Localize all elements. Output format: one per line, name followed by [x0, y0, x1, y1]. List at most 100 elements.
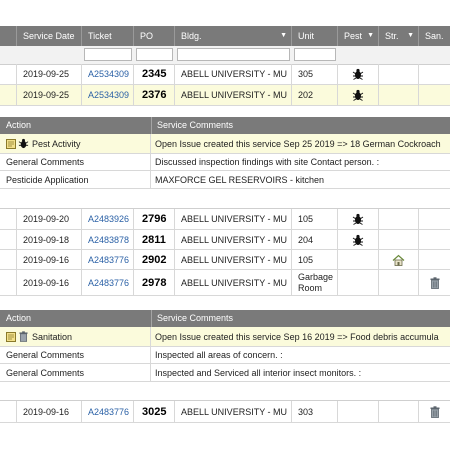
- table-row[interactable]: 2019-09-25 A2534309 2345 ABELL UNIVERSIT…: [0, 64, 450, 85]
- row-spacer: [0, 85, 17, 105]
- str-cell: [379, 85, 419, 105]
- san-cell: [419, 270, 450, 295]
- ticket-link[interactable]: A2534309: [82, 64, 134, 84]
- table-row[interactable]: 2019-09-20 A2483926 2796 ABELL UNIVERSIT…: [0, 209, 450, 230]
- row-spacer: [0, 250, 17, 269]
- table-header: Service Date Ticket PO Bldg. ▼ Unit Pest…: [0, 26, 450, 46]
- po-number: 3025: [134, 401, 175, 422]
- trash-icon: [19, 331, 28, 342]
- pest-cell: [338, 250, 379, 269]
- ticket-link[interactable]: A2483926: [82, 209, 134, 229]
- ticket-filter-input[interactable]: [84, 48, 132, 61]
- column-header-unit[interactable]: Unit: [292, 26, 338, 46]
- po-number: 2376: [134, 85, 175, 105]
- str-cell: [379, 270, 419, 295]
- action-label: Pest Activity: [32, 138, 81, 149]
- comment-cell: Open Issue created this service Sep 25 2…: [155, 138, 441, 149]
- column-header-str[interactable]: Str. ▼: [379, 26, 419, 46]
- trash-icon[interactable]: [430, 405, 440, 418]
- bug-icon[interactable]: [352, 234, 364, 246]
- detail-table-header: Action Service Comments: [0, 117, 450, 134]
- str-cell: [379, 401, 419, 422]
- po-number: 2811: [134, 230, 175, 249]
- bldg-filter-input[interactable]: [177, 48, 290, 61]
- column-header-str-label: Str.: [385, 31, 399, 41]
- unit-number: 202: [292, 85, 338, 105]
- action-label: Sanitation: [32, 331, 73, 342]
- detail-row: General Comments Inspected and Serviced …: [0, 364, 450, 382]
- pest-cell: [338, 64, 379, 84]
- row-spacer: [0, 270, 17, 295]
- service-date: 2019-09-16: [17, 250, 82, 269]
- unit-number: 105: [292, 250, 338, 269]
- note-icon[interactable]: [6, 331, 16, 342]
- filter-icon[interactable]: ▼: [367, 32, 374, 39]
- ticket-link[interactable]: A2483776: [82, 270, 134, 295]
- column-header-bldg[interactable]: Bldg. ▼: [175, 26, 292, 46]
- row-spacer: [0, 64, 17, 84]
- unit-number: 305: [292, 64, 338, 84]
- table-row[interactable]: 2019-09-16 A2483776 2978 ABELL UNIVERSIT…: [0, 270, 450, 296]
- column-header-pest[interactable]: Pest ▼: [338, 26, 379, 46]
- divider: [0, 208, 450, 209]
- column-header-po[interactable]: PO: [134, 26, 175, 46]
- unit-number: 303: [292, 401, 338, 422]
- row-spacer: [0, 209, 17, 229]
- detail-row: General Comments Discussed inspection fi…: [0, 154, 450, 171]
- table-row[interactable]: 2019-09-18 A2483878 2811 ABELL UNIVERSIT…: [0, 230, 450, 250]
- action-cell: Sanitation: [0, 327, 151, 346]
- action-cell: General Comments: [0, 347, 151, 363]
- table-row[interactable]: 2019-09-16 A2483776 2902 ABELL UNIVERSIT…: [0, 250, 450, 270]
- pest-cell: [338, 230, 379, 249]
- building-name: ABELL UNIVERSITY - MU: [175, 85, 292, 105]
- san-cell: [419, 209, 450, 229]
- unit-filter-input[interactable]: [294, 48, 336, 61]
- str-cell: [379, 209, 419, 229]
- san-cell: [419, 85, 450, 105]
- house-icon[interactable]: [392, 254, 405, 266]
- detail-row: General Comments Inspected all areas of …: [0, 347, 450, 364]
- row-spacer: [0, 401, 17, 422]
- filter-icon[interactable]: ▼: [407, 32, 414, 39]
- ticket-link[interactable]: A2534309: [82, 85, 134, 105]
- ticket-link[interactable]: A2483776: [82, 250, 134, 269]
- service-date: 2019-09-16: [17, 401, 82, 422]
- unit-number: 204: [292, 230, 338, 249]
- action-column-header: Action: [6, 120, 32, 130]
- service-date: 2019-09-25: [17, 64, 82, 84]
- service-date: 2019-09-16: [17, 270, 82, 295]
- building-name: ABELL UNIVERSITY - MU: [175, 250, 292, 269]
- san-cell: [419, 250, 450, 269]
- filter-icon[interactable]: ▼: [280, 32, 287, 39]
- unit-number: 105: [292, 209, 338, 229]
- column-header-san[interactable]: San.: [425, 31, 444, 41]
- san-cell: [419, 64, 450, 84]
- table-row[interactable]: 2019-09-25 A2534309 2376 ABELL UNIVERSIT…: [0, 85, 450, 106]
- po-number: 2978: [134, 270, 175, 295]
- ticket-link[interactable]: A2483776: [82, 401, 134, 422]
- po-filter-input[interactable]: [136, 48, 173, 61]
- trash-icon[interactable]: [430, 276, 440, 289]
- po-number: 2902: [134, 250, 175, 269]
- service-date: 2019-09-20: [17, 209, 82, 229]
- bug-icon[interactable]: [352, 213, 364, 225]
- service-date: 2019-09-25: [17, 85, 82, 105]
- san-cell: [419, 230, 450, 249]
- po-number: 2345: [134, 64, 175, 84]
- note-icon[interactable]: [6, 138, 16, 149]
- bug-icon[interactable]: [352, 68, 364, 80]
- bug-icon: [18, 138, 29, 149]
- action-column-header: Action: [6, 313, 32, 323]
- filter-row: [0, 46, 450, 65]
- table-row[interactable]: 2019-09-16 A2483776 3025 ABELL UNIVERSIT…: [0, 401, 450, 423]
- ticket-link[interactable]: A2483878: [82, 230, 134, 249]
- action-cell: Pest Activity: [0, 134, 151, 153]
- header-spacer: [0, 26, 17, 46]
- comment-cell: MAXFORCE GEL RESERVOIRS - kitchen: [155, 174, 325, 185]
- column-header-service-date[interactable]: Service Date: [17, 26, 82, 46]
- pest-cell: [338, 209, 379, 229]
- comment-cell: Open Issue created this service Sep 16 2…: [155, 331, 439, 342]
- bug-icon[interactable]: [352, 89, 364, 101]
- column-header-pest-label: Pest: [344, 31, 363, 41]
- column-header-ticket[interactable]: Ticket: [82, 26, 134, 46]
